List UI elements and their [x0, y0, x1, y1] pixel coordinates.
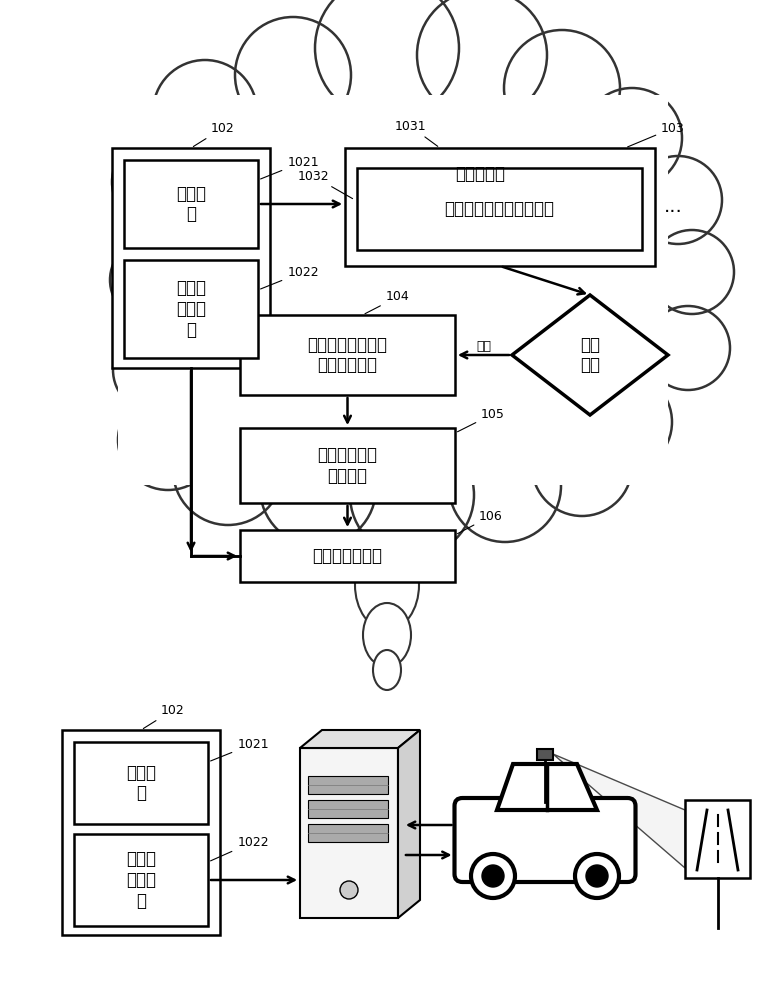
Circle shape	[586, 865, 608, 887]
Ellipse shape	[373, 650, 401, 690]
Text: 104: 104	[365, 290, 409, 314]
Text: 道路图
像: 道路图 像	[126, 764, 156, 802]
Bar	[112, 148, 270, 368]
Text: 1021: 1021	[211, 738, 269, 761]
Text: 车载相
机的数
据: 车载相 机的数 据	[126, 850, 156, 910]
Circle shape	[650, 230, 734, 314]
Bar	[124, 160, 258, 248]
Polygon shape	[512, 295, 668, 415]
Polygon shape	[300, 730, 420, 748]
Text: 满足: 满足	[476, 340, 491, 353]
Bar	[357, 168, 642, 250]
Bar	[345, 148, 655, 266]
Text: 105: 105	[457, 408, 505, 432]
Bar	[240, 530, 455, 582]
Polygon shape	[497, 764, 597, 810]
Text: 1032: 1032	[297, 169, 353, 199]
Bar	[300, 748, 398, 918]
Circle shape	[112, 134, 208, 230]
Text: 第一车道线交
点坐标值: 第一车道线交 点坐标值	[318, 446, 377, 485]
Circle shape	[315, 0, 459, 120]
Circle shape	[482, 865, 504, 887]
Bar	[685, 800, 750, 878]
Circle shape	[350, 433, 474, 557]
Text: 车载相
机的数
据: 车载相 机的数 据	[176, 279, 206, 339]
Ellipse shape	[355, 540, 419, 630]
Circle shape	[504, 30, 620, 146]
Text: 道路图
像: 道路图 像	[176, 185, 206, 223]
Circle shape	[260, 430, 376, 546]
FancyBboxPatch shape	[454, 798, 636, 882]
Text: 103: 103	[628, 121, 685, 147]
Bar	[308, 776, 388, 794]
Bar	[537, 749, 553, 760]
Bar	[308, 800, 388, 818]
Circle shape	[532, 416, 632, 516]
Text: 车道线像素点坐标值序列: 车道线像素点坐标值序列	[445, 200, 554, 218]
Circle shape	[153, 60, 257, 164]
Text: 1021: 1021	[260, 155, 319, 179]
Text: 106: 106	[457, 510, 503, 534]
FancyBboxPatch shape	[110, 80, 678, 480]
Text: 1031: 1031	[394, 119, 438, 146]
Circle shape	[417, 0, 547, 120]
Ellipse shape	[363, 603, 411, 667]
Bar	[240, 428, 455, 503]
Bar	[74, 742, 208, 824]
Text: 1022: 1022	[211, 836, 269, 861]
Text: 三维车道线信息: 三维车道线信息	[312, 547, 383, 565]
Circle shape	[110, 238, 194, 322]
Text: ...: ...	[663, 198, 682, 217]
Bar	[124, 260, 258, 358]
Circle shape	[582, 88, 682, 188]
Text: 车道线信息: 车道线信息	[455, 165, 505, 183]
Circle shape	[575, 854, 619, 898]
Text: 102: 102	[193, 121, 235, 147]
Text: 102: 102	[143, 704, 185, 729]
Circle shape	[340, 881, 358, 899]
Circle shape	[235, 17, 351, 133]
Polygon shape	[398, 730, 420, 918]
Circle shape	[173, 415, 283, 525]
Circle shape	[572, 372, 672, 472]
Text: 1022: 1022	[260, 265, 319, 289]
Text: 第一车道线像素点
坐标值序列集: 第一车道线像素点 坐标值序列集	[308, 336, 388, 374]
Bar	[308, 824, 388, 842]
Circle shape	[646, 306, 730, 390]
Polygon shape	[553, 754, 685, 868]
Circle shape	[118, 390, 218, 490]
Bar	[74, 834, 208, 926]
Text: 预定
条件: 预定 条件	[580, 336, 600, 374]
Circle shape	[113, 328, 197, 412]
FancyBboxPatch shape	[118, 95, 668, 485]
Circle shape	[471, 854, 515, 898]
Bar	[240, 315, 455, 395]
Circle shape	[634, 156, 722, 244]
Circle shape	[449, 430, 561, 542]
Bar	[62, 730, 220, 935]
